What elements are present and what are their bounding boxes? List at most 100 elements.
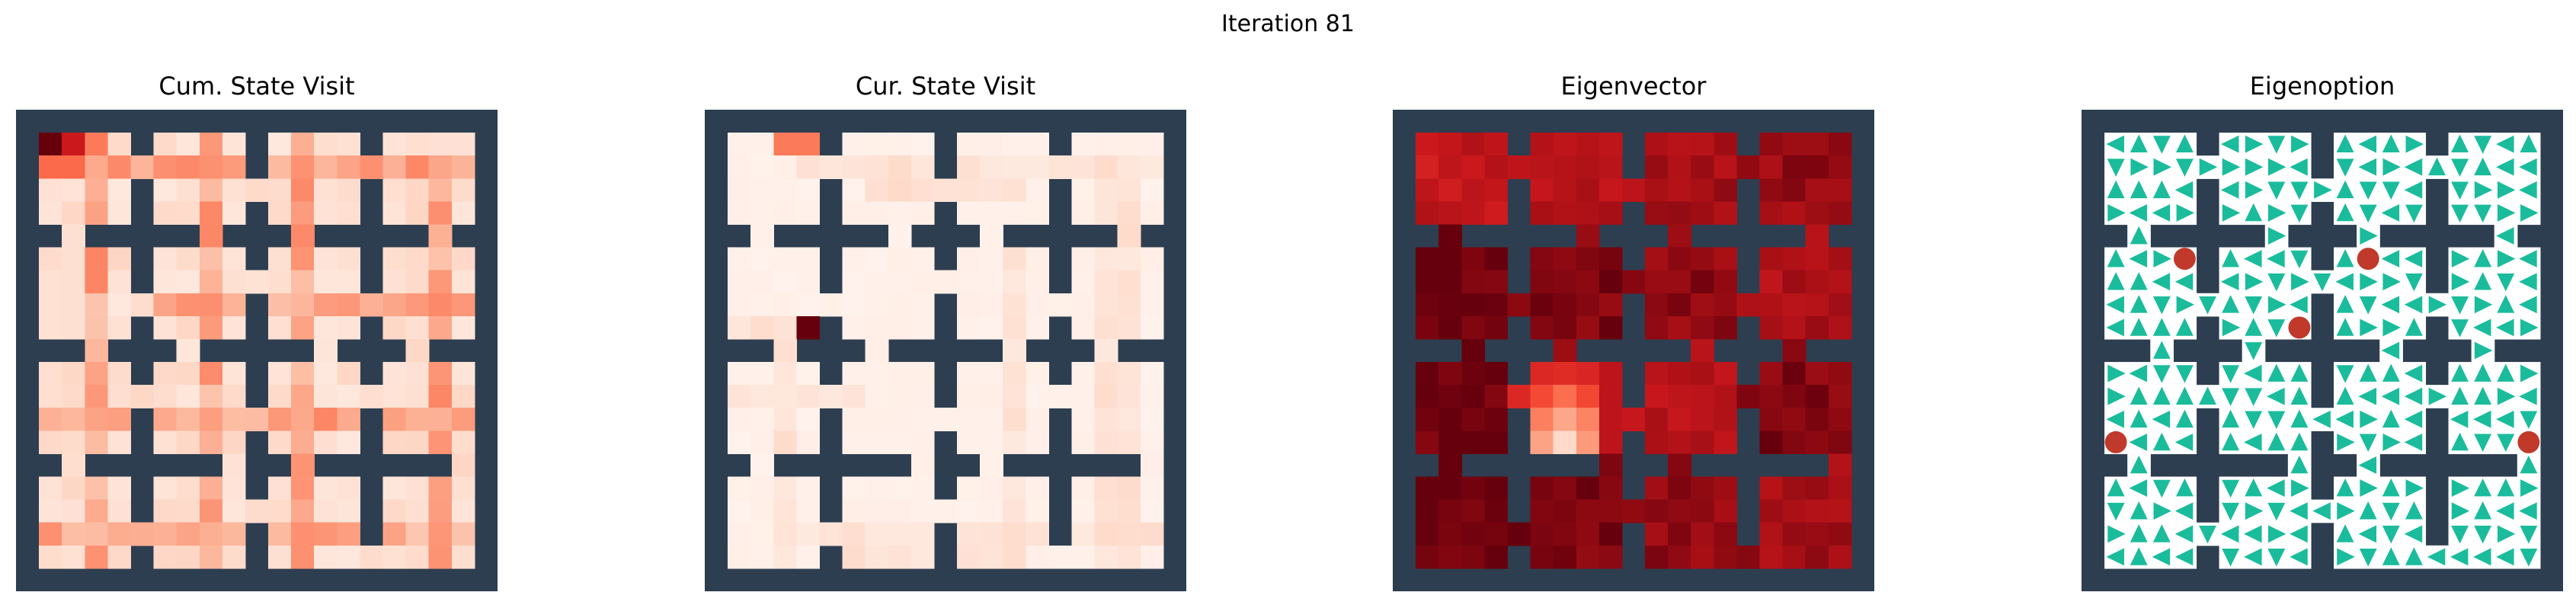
heatmap-cell [1438,522,1462,546]
heatmap-cell [1003,293,1026,317]
heatmap-cell [337,362,361,386]
heatmap-cell [1438,224,1462,248]
policy-arrow [2360,479,2378,498]
policy-arrow [2130,409,2148,428]
heatmap-cell [268,293,292,317]
heatmap-cell [107,522,132,546]
heatmap-cell [980,499,1003,523]
heatmap-cell [1461,270,1485,294]
heatmap-cell [1759,133,1784,156]
heatmap-cell [1691,476,1714,501]
heatmap-cell [1645,270,1669,294]
heatmap-cell [314,270,338,294]
policy-arrow [2267,502,2286,521]
heatmap-cell [1530,178,1554,202]
heatmap-cell [1003,178,1026,202]
heatmap-cell [107,385,132,408]
policy-arrow [2451,319,2469,338]
heatmap-cell [176,247,200,271]
heatmap-cell [842,408,866,431]
heatmap-cell [268,385,292,408]
heatmap-cell [1438,545,1462,569]
heatmap-cell [1484,499,1509,523]
policy-arrow [2381,341,2400,360]
heatmap-cell [1805,178,1829,202]
heatmap-cell [796,476,821,501]
heatmap-cell [337,499,361,523]
heatmap-cell [1094,270,1118,294]
heatmap-cell [245,178,269,202]
policy-arrow [2129,433,2148,451]
heatmap-cell [199,362,223,386]
heatmap-cell [291,133,315,156]
heatmap-cell [1576,133,1600,156]
heatmap-cell [222,408,246,431]
heatmap-cell [1484,385,1509,408]
heatmap-cell [1598,499,1623,523]
policy-arrow [2152,318,2171,336]
heatmap-cell [1416,545,1439,569]
heatmap-cell [796,247,821,271]
heatmap-cell [107,431,132,455]
heatmap-cell [1645,133,1669,156]
heatmap-cell [1140,499,1164,523]
heatmap-cell [451,247,475,271]
heatmap-cell [888,408,912,431]
policy-arrow [2267,363,2286,382]
policy-arrow [2245,502,2264,520]
heatmap-cell [428,545,453,569]
policy-arrow [2175,134,2194,152]
heatmap-cell [1782,155,1806,179]
heatmap-cell [888,201,912,226]
policy-arrow [2497,387,2516,405]
policy-arrow [2451,502,2470,520]
policy-arrow [2245,181,2264,199]
heatmap-cell [728,270,751,294]
policy-arrow [2153,502,2171,520]
heatmap-cell [910,499,935,523]
heatmap-cell [933,178,958,202]
heatmap-cell [337,545,361,569]
heatmap-cell [1691,338,1714,363]
heatmap-cell [1668,522,1691,546]
heatmap-cell [1714,315,1738,340]
heatmap-cell [222,545,246,569]
policy-arrow [2291,135,2309,153]
heatmap-cell [85,178,108,202]
heatmap-cell [1645,178,1669,202]
heatmap-cell [1438,133,1462,156]
heatmap-cell [1782,499,1806,523]
policy-arrow [2405,204,2423,223]
heatmap-cell [1668,293,1691,317]
heatmap-cell [773,408,797,431]
heatmap-cell [176,476,200,501]
heatmap-cell [1071,362,1096,386]
heatmap-cell [1645,362,1669,386]
heatmap-cell [1691,178,1714,202]
policy-arrow [2245,203,2263,222]
heatmap-cell [842,476,866,501]
policy-arrow [2174,273,2194,291]
heatmap-cell [1691,293,1714,317]
policy-arrow [2244,548,2262,566]
policy-arrow [2360,410,2378,428]
heatmap-cell [796,155,821,179]
policy-arrow [2245,318,2263,336]
heatmap-cell [1736,155,1761,179]
policy-arrow [2267,181,2286,200]
heatmap-cell [85,522,108,546]
heatmap-cell [728,522,751,546]
heatmap-cell [199,385,223,408]
policy-arrow [2290,363,2309,382]
heatmap-cell [1553,545,1577,569]
heatmap-cell [1598,476,1623,501]
policy-arrow [2336,134,2354,152]
heatmap-cell [1759,476,1784,501]
heatmap-cell [153,362,178,386]
heatmap-cell [1553,522,1577,546]
heatmap-cell [451,178,475,202]
heatmap-cell [1140,431,1164,455]
heatmap-cell [1828,247,1852,271]
heatmap-cell [750,385,774,408]
heatmap-cell [1576,224,1600,248]
